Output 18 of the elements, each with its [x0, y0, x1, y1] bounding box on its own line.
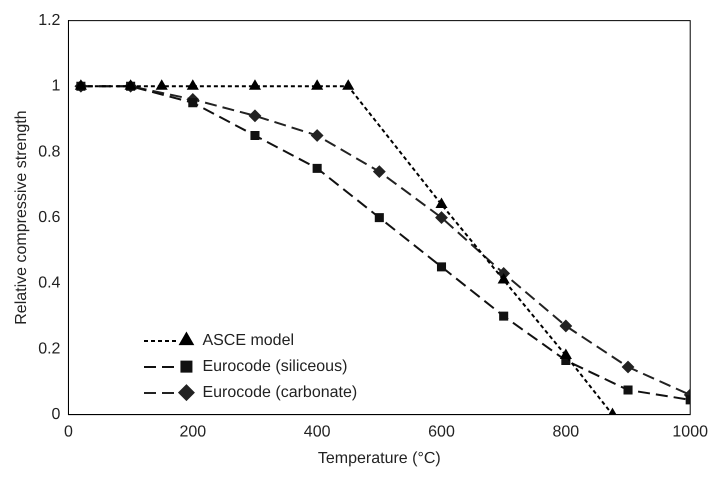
x-tick-label: 200 [179, 424, 206, 441]
y-tick-label: 1.2 [38, 12, 61, 30]
x-tick-label: 600 [428, 424, 455, 441]
y-tick-label: 0 [52, 406, 61, 424]
legend-label: Eurocode (carbonate) [202, 384, 358, 402]
y-tick-label: 1 [52, 78, 61, 95]
y-axis-title: Relative compressive strength [13, 110, 30, 325]
x-tick-label: 1000 [672, 424, 708, 441]
y-tick-label: 0.6 [38, 209, 61, 226]
y-tick-label: 0.8 [38, 143, 61, 160]
y-tick-label: 0.2 [38, 340, 61, 358]
y-tick-label: 0.4 [38, 274, 61, 292]
x-axis-title: Temperature (°C) [318, 450, 441, 467]
x-tick-label: 0 [64, 424, 73, 441]
legend-label: ASCE model [202, 332, 294, 350]
x-tick-label: 800 [552, 424, 580, 441]
x-tick-label: 400 [304, 424, 331, 441]
legend-label: Eurocode (siliceous) [202, 358, 348, 376]
